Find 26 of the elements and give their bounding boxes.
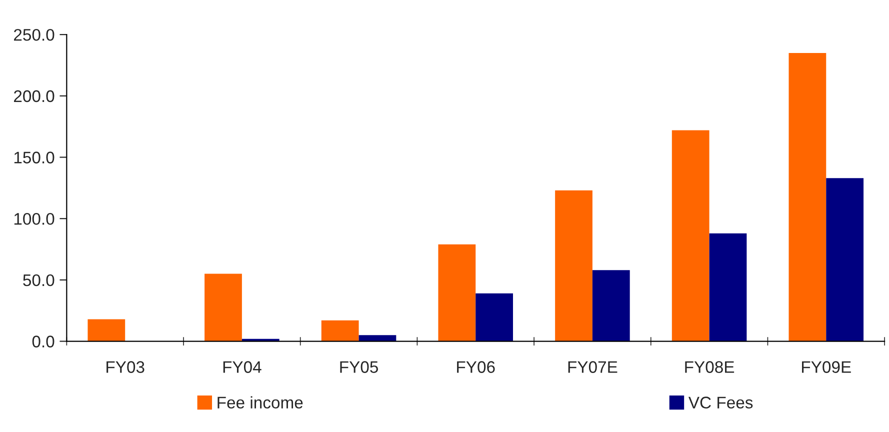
bar: [592, 270, 630, 342]
y-tick-label: 250.0: [14, 28, 54, 41]
bar: [672, 130, 710, 342]
bar: [788, 52, 826, 342]
bar: [476, 293, 514, 342]
x-tick-label: FY05: [340, 361, 378, 373]
y-tick-label: 150.0: [14, 152, 54, 164]
y-tick-label: 100.0: [14, 212, 54, 225]
x-tick-label: FY09E: [802, 361, 851, 373]
x-tick-label: FY04: [223, 361, 262, 373]
bar: [88, 319, 126, 342]
x-tick-label: FY08E: [685, 361, 734, 373]
bar: [438, 244, 476, 342]
bar: [555, 190, 592, 342]
x-tick-label: FY06: [457, 361, 495, 373]
y-tick-label: 200.0: [14, 90, 54, 102]
x-tick-label: FY07E: [568, 361, 618, 373]
y-tick-label: 0.0: [32, 336, 54, 348]
legend-label: VC Fees: [688, 396, 753, 408]
bar: [204, 274, 242, 342]
bar: [709, 233, 747, 342]
legend-label: Fee income: [218, 396, 303, 408]
bar: [826, 178, 864, 342]
bar: [321, 320, 359, 342]
x-tick-label: FY03: [106, 361, 144, 373]
y-tick-label: 50.0: [23, 274, 54, 286]
